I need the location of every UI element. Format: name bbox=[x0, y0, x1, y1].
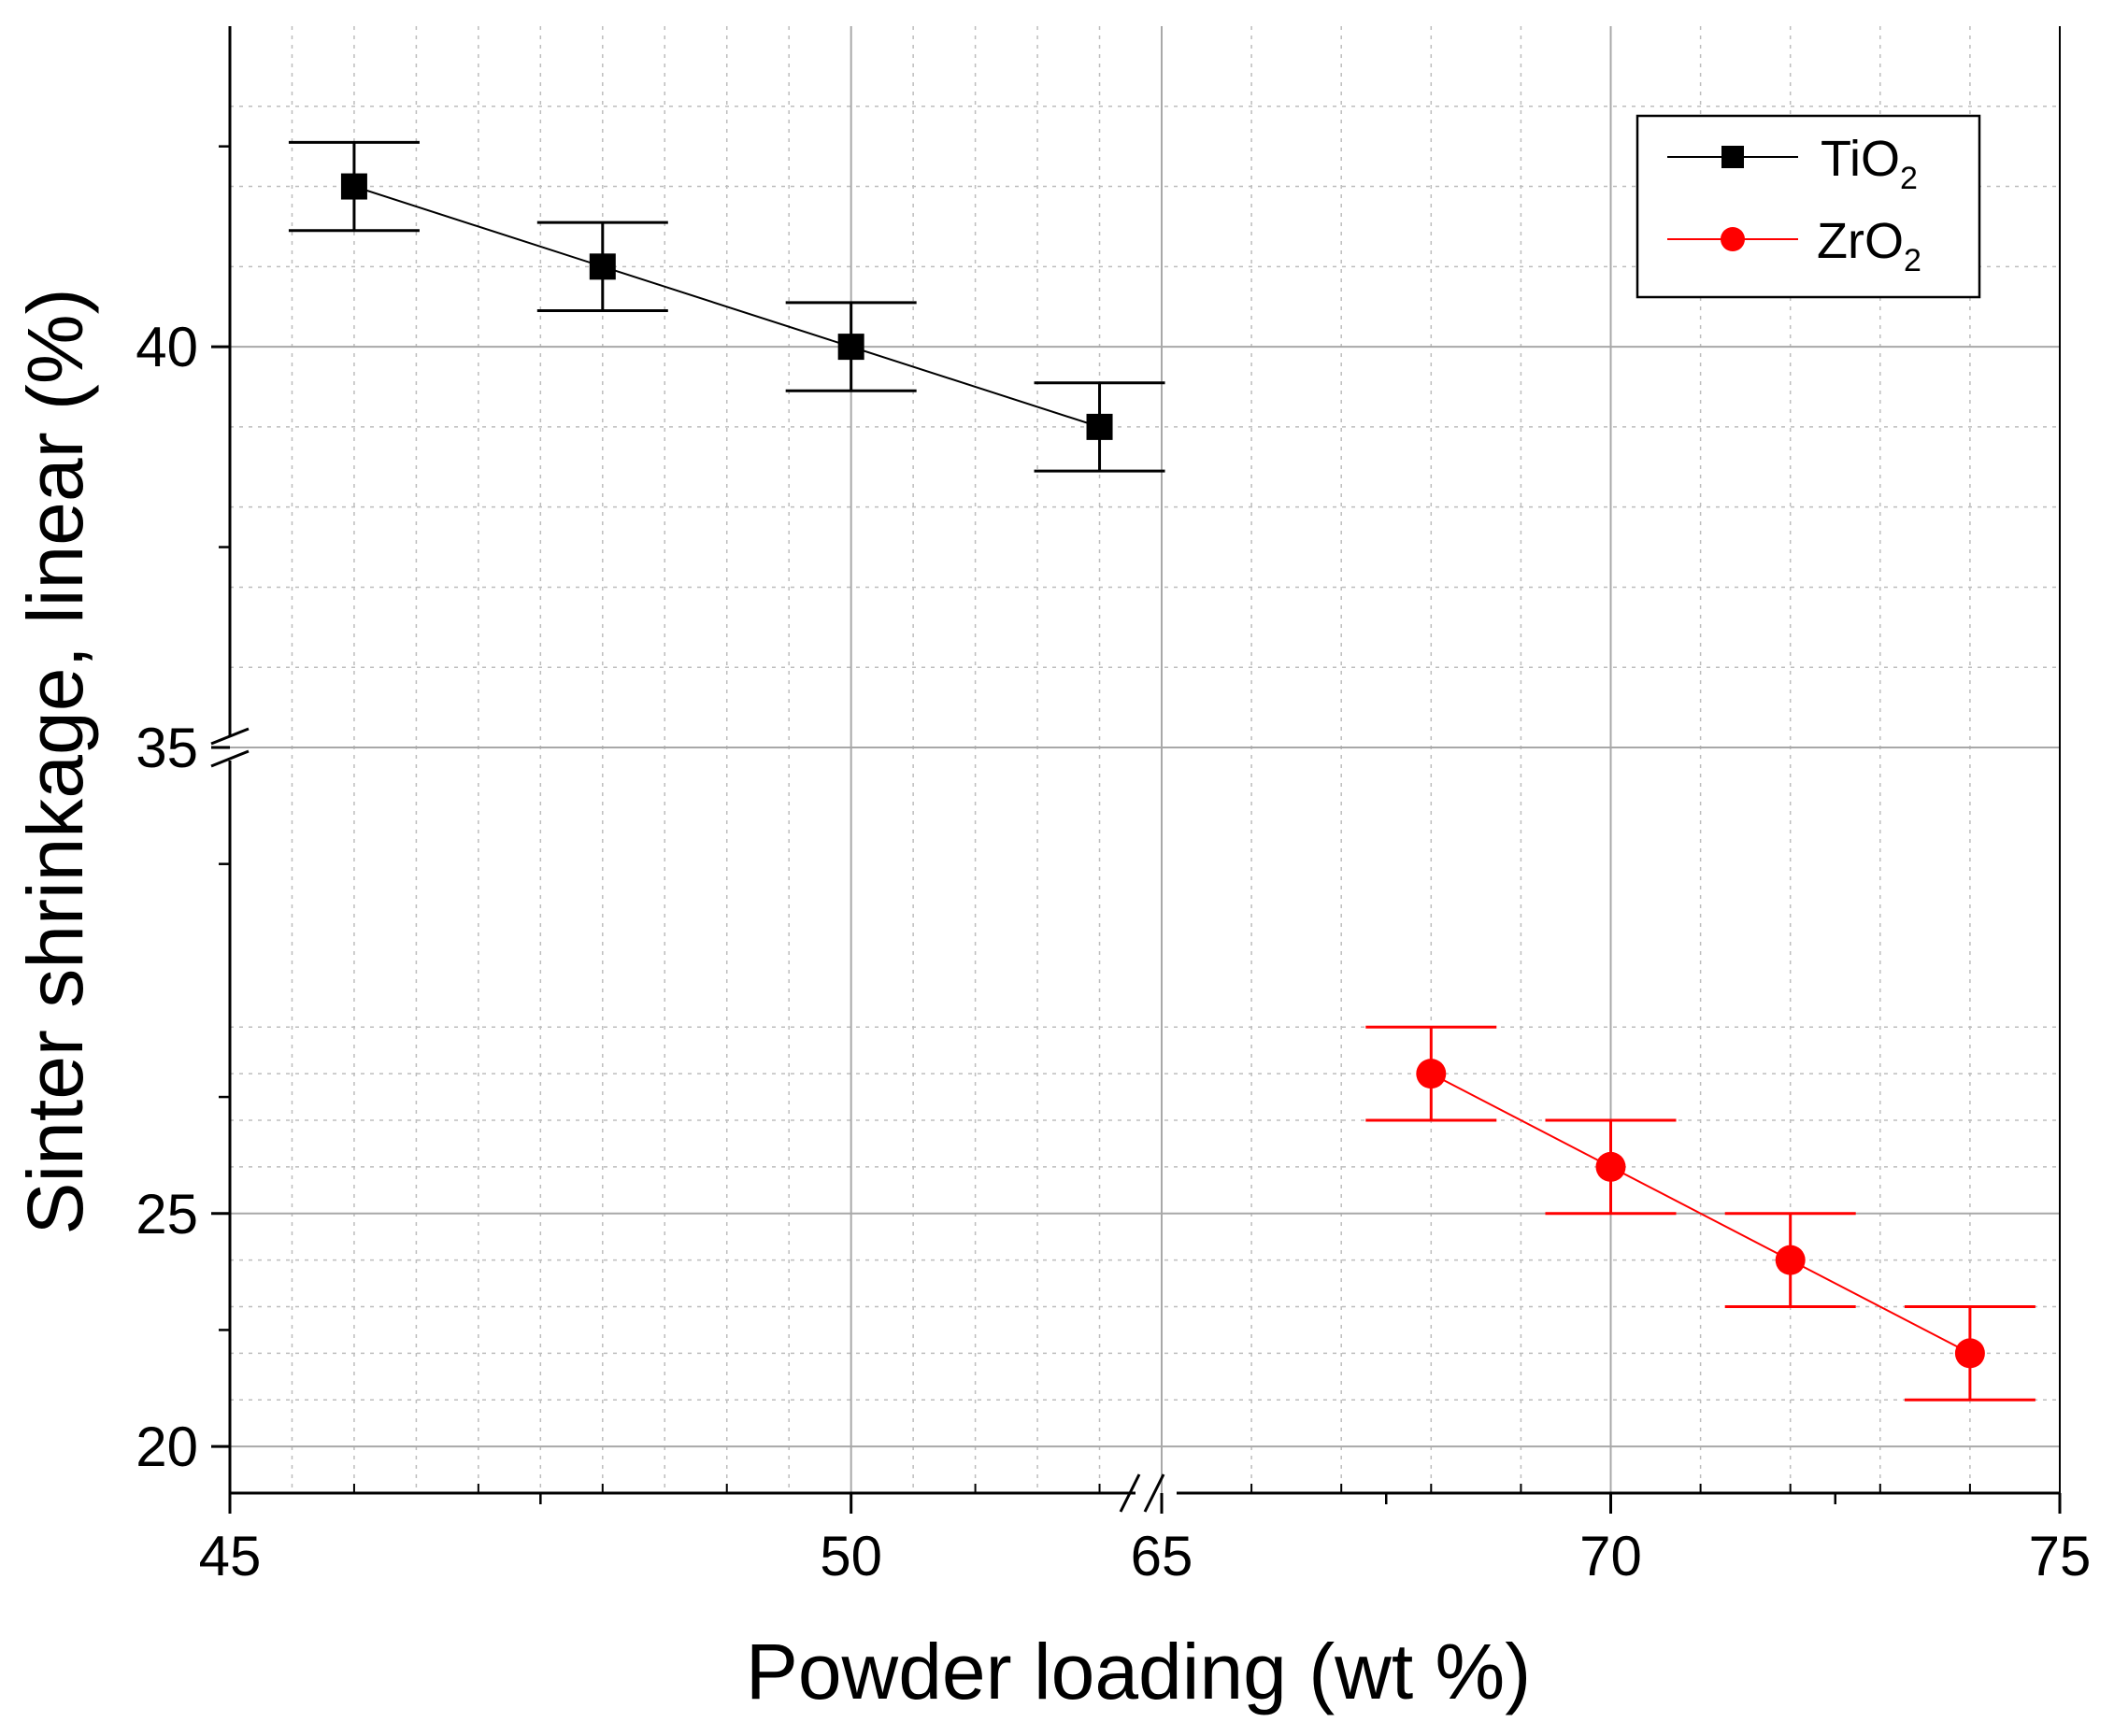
x-axis-title: Powder loading (wt %) bbox=[746, 1628, 1531, 1715]
legend-box bbox=[1635, 114, 1981, 299]
legend-label-tio2-sub: 2 bbox=[1900, 161, 1918, 196]
y-axis-title: Sinter shrinkage, linear (%) bbox=[11, 288, 99, 1234]
x-tick-label: 45 bbox=[199, 1525, 262, 1587]
series-layer bbox=[288, 140, 2035, 1402]
y-tick-label: 20 bbox=[136, 1416, 198, 1478]
legend-label-zro2: ZrO2 bbox=[1817, 213, 1921, 278]
legend-label-tio2-main: TiO bbox=[1821, 131, 1900, 187]
series-line-tio2 bbox=[353, 185, 1100, 428]
y-tick-label: 35 bbox=[136, 717, 198, 779]
data-point-tio2 bbox=[340, 173, 367, 200]
data-point-zro2 bbox=[1595, 1151, 1626, 1182]
series-line-zro2 bbox=[1430, 1073, 1971, 1355]
data-point-zro2 bbox=[1775, 1245, 1806, 1275]
x-break-mark bbox=[1119, 1473, 1141, 1513]
x-tick-label: 50 bbox=[820, 1525, 882, 1587]
y-break-mark bbox=[210, 727, 250, 746]
x-break-mark bbox=[1143, 1473, 1165, 1513]
series-tio2 bbox=[288, 140, 1165, 473]
major-grid bbox=[230, 26, 2060, 1493]
y-tick-label: 40 bbox=[136, 316, 198, 378]
x-tick-label: 70 bbox=[1579, 1525, 1642, 1587]
data-point-zro2 bbox=[1416, 1059, 1447, 1089]
data-point-tio2 bbox=[837, 334, 864, 361]
legend-label-zro2-sub: 2 bbox=[1904, 243, 1921, 278]
y-break-mark bbox=[210, 749, 250, 768]
legend-label-zro2-main: ZrO bbox=[1817, 213, 1904, 269]
tick-labels: 45 50 65 70 75 20 25 35 40 bbox=[136, 316, 2091, 1587]
data-point-zro2 bbox=[1954, 1338, 1985, 1369]
legend: TiO2 ZrO2 bbox=[1635, 114, 1981, 299]
x-tick-label: 75 bbox=[2029, 1525, 2092, 1587]
data-point-tio2 bbox=[589, 253, 616, 280]
legend-label-tio2: TiO2 bbox=[1821, 131, 1918, 196]
legend-marker-tio2 bbox=[1721, 146, 1744, 168]
x-tick-label: 65 bbox=[1131, 1525, 1193, 1587]
axes bbox=[210, 26, 2061, 1513]
y-tick-label: 25 bbox=[136, 1183, 198, 1245]
data-point-tio2 bbox=[1086, 413, 1113, 440]
series-zro2 bbox=[1365, 1025, 2035, 1402]
axis-ticks bbox=[211, 145, 2062, 1514]
legend-marker-zro2 bbox=[1721, 227, 1745, 251]
